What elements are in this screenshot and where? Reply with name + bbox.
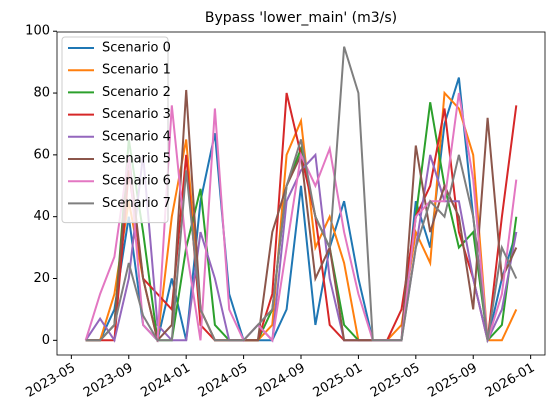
y-tick-label: 40 (33, 209, 50, 224)
legend-label: Scenario 3 (102, 107, 171, 122)
y-tick-label: 100 (25, 24, 50, 39)
legend-label: Scenario 5 (102, 152, 171, 167)
legend-label: Scenario 2 (102, 85, 171, 100)
legend-label: Scenario 4 (102, 129, 171, 144)
series-line (85, 46, 518, 342)
x-tick-label: 2024-09 (253, 361, 308, 401)
x-tick-label: 2025-05 (368, 361, 423, 401)
legend: Scenario 0 Scenario 1 Scenario 2 Scenario 3… (61, 36, 171, 224)
x-tick-label: 2025-09 (425, 361, 480, 401)
y-tick-label: 0 (42, 333, 50, 348)
y-tick-label: 20 (33, 271, 50, 286)
y-tick-label: 80 (33, 86, 50, 101)
y-tick-label: 60 (33, 147, 50, 162)
x-tick-label: 2026-01 (483, 361, 538, 401)
legend-label: Scenario 1 (102, 63, 171, 78)
x-tick-label: 2025-01 (311, 361, 366, 401)
x-tick-label: 2024-01 (138, 361, 193, 401)
legend-box (61, 36, 169, 224)
x-tick-label: 2024-05 (196, 361, 251, 401)
x-tick-label: 2023-05 (24, 361, 79, 401)
axes-frame (56, 31, 546, 356)
legend-label: Scenario 6 (102, 174, 171, 189)
chart-title: Bypass 'lower_main' (m3/s) (205, 10, 397, 26)
legend-label: Scenario 0 (102, 41, 171, 56)
x-tick-label: 2023-09 (81, 361, 136, 401)
legend-label: Scenario 7 (102, 196, 171, 211)
